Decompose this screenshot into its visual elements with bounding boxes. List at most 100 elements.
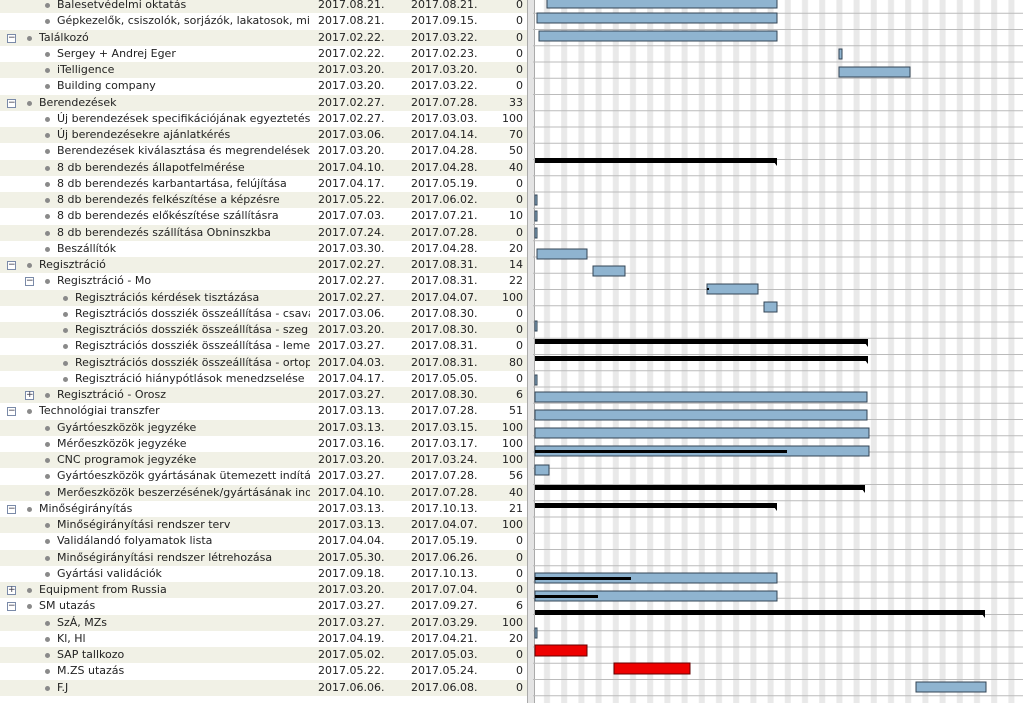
end-date: 2017.05.19. [411, 176, 478, 190]
percent-complete: 100 [502, 436, 523, 450]
task-row[interactable]: Regisztráció hiánypótlások menedzselése 2… [0, 371, 530, 387]
percent-complete: 0 [516, 339, 523, 353]
task-row[interactable]: 8 db berendezés előkészítése szállításra… [0, 208, 530, 224]
task-row[interactable]: Gyártóeszközök jegyzéke 2017.03.13. 2017.0… [0, 419, 530, 436]
task-row[interactable]: Gyártóeszközök gyártásának ütemezett ind… [0, 468, 530, 484]
task-row[interactable]: 8 db berendezés állapotfelmérése 2017.04.… [0, 159, 530, 176]
end-date: 2017.08.31. [411, 339, 478, 353]
tree-dot [27, 263, 32, 268]
task-row[interactable]: − Minőségirányítás 2017.03.13. 2017.10.13. 2… [0, 501, 530, 517]
task-row[interactable]: − Technológiai transzfer 2017.03.13. 2017.0… [0, 403, 530, 419]
expander[interactable]: − [7, 32, 16, 43]
task-row[interactable]: F.J 2017.06.06. 2017.06.08. 0 [0, 679, 530, 696]
start-date: 2017.08.21. [318, 14, 385, 28]
tree-dot [45, 458, 50, 463]
task-row[interactable]: Regisztrációs dossziék összeállítása - c… [0, 306, 530, 322]
task-row[interactable]: Új berendezésekre ajánlatkérés 2017.03.06… [0, 127, 530, 143]
task-name: Regisztrációs dossziék összeállítása - o… [75, 355, 310, 369]
percent-complete: 100 [502, 420, 523, 434]
task-name: 8 db berendezés szállítása Obninszkba [57, 225, 271, 239]
task-row[interactable]: SzÁ, MZs 2017.03.27. 2017.03.29. 100 [0, 614, 530, 631]
task-row[interactable]: Regisztrációs dossziék összeállítása - s… [0, 322, 530, 338]
expander[interactable]: − [7, 503, 16, 514]
expander[interactable]: − [25, 276, 34, 287]
percent-complete: 0 [516, 648, 523, 661]
task-row[interactable]: Gyártási validációk 2017.09.18. 2017.10.13… [0, 566, 530, 582]
percent-complete: 40 [509, 485, 523, 499]
task-row[interactable]: − Találkozó 2017.02.22. 2017.03.22. 0 [0, 29, 530, 46]
expander[interactable]: − [7, 406, 16, 417]
tree-dot [45, 425, 50, 431]
start-date: 2017.05.22. [318, 664, 385, 678]
task-row[interactable]: Merőeszközök beszerzésének/gyártásának i… [0, 484, 530, 501]
task-row[interactable]: − Regisztráció - Mo 2017.02.27. 2017.08.31.… [0, 273, 530, 289]
start-date: 2017.03.16. [318, 436, 385, 450]
end-date: 2017.07.28. [411, 225, 478, 239]
start-date: 2017.09.18. [318, 566, 385, 580]
tree-dot [45, 133, 50, 138]
task-row[interactable]: SAP tallkozo 2017.05.02. 2017.05.03. 0 [0, 647, 530, 663]
task-name: Regisztrációs kérdések tisztázása [75, 290, 260, 304]
task-row[interactable]: Regisztrációs dossziék összeállítása - o… [0, 354, 530, 371]
end-date: 2017.04.28. [411, 160, 478, 174]
task-row[interactable]: Minőségirányítási rendszer terv 2017.03.1… [0, 517, 530, 533]
task-name: Gyártóeszközök jegyzéke [57, 420, 197, 434]
task-row[interactable]: − SM utazás 2017.03.27. 2017.09.27. 6 [0, 598, 530, 614]
percent-complete: 40 [509, 160, 523, 174]
expander[interactable]: − [7, 97, 16, 108]
percent-complete: 0 [516, 306, 523, 320]
tree-dot [63, 360, 68, 366]
task-name: SAP tallkozo [57, 648, 125, 661]
task-row[interactable]: 8 db berendezés karbantartása, felújítás… [0, 176, 530, 192]
task-row[interactable]: Kl, Hl 2017.04.19. 2017.04.21. 20 [0, 631, 530, 647]
task-name: Sergey + Andrej Eger [57, 46, 176, 60]
tree-dot [45, 165, 50, 171]
task-name: Regisztráció hiánypótlások menedzselése [75, 371, 305, 385]
percent-complete: 100 [502, 453, 523, 466]
end-date: 2017.10.13. [411, 566, 478, 580]
task-row[interactable]: M.ZS utazás 2017.05.22. 2017.05.24. 0 [0, 663, 530, 679]
end-date: 2017.06.08. [411, 680, 478, 694]
task-row[interactable]: Mérőeszközök jegyzéke 2017.03.16. 2017.03.… [0, 436, 530, 452]
end-date: 2017.05.05. [411, 371, 478, 385]
task-row[interactable]: Balesetvédelmi oktatás 2017.08.21. 2017.08… [0, 0, 530, 13]
task-row[interactable]: Berendezések kiválasztása és megrendelés… [0, 143, 530, 159]
task-row[interactable]: Gépkezelők, csiszolók, sorjázók, lakatos… [0, 13, 530, 29]
task-row[interactable]: + Regisztráció - Orosz 2017.03.27. 2017.08.… [0, 387, 530, 403]
task-name: Kl, Hl [57, 631, 86, 645]
expander[interactable]: + [25, 390, 34, 400]
task-row[interactable]: Validálandó folyamatok lista 2017.04.04. 2… [0, 533, 530, 549]
task-row[interactable]: Regisztrációs kérdések tisztázása 2017.02… [0, 289, 530, 306]
task-row[interactable]: Sergey + Andrej Eger 2017.02.22. 2017.02.2… [0, 46, 530, 62]
start-date: 2017.04.10. [318, 485, 385, 499]
task-name: F.J [57, 680, 69, 694]
task-row[interactable]: − Regisztráció 2017.02.27. 2017.08.31. 14 [0, 257, 530, 273]
task-row[interactable]: Regisztrációs dossziék összeállítása - l… [0, 338, 530, 354]
tree-dot [27, 35, 32, 41]
percent-complete: 0 [516, 534, 523, 548]
start-date: 2017.03.13. [318, 420, 385, 434]
task-row[interactable]: Új berendezések specifikációjának egyezt… [0, 111, 530, 127]
task-row[interactable]: Minőségirányítási rendszer létrehozása 20… [0, 549, 530, 566]
start-date: 2017.03.20. [318, 63, 385, 76]
task-row[interactable]: CNC programok jegyzéke 2017.03.20. 2017.03… [0, 452, 530, 468]
start-date: 2017.03.13. [318, 404, 385, 418]
task-row[interactable]: 8 db berendezés szállítása Obninszkba 201… [0, 224, 530, 241]
expander[interactable]: + [7, 585, 16, 595]
task-row[interactable]: iTelligence 2017.03.20. 2017.03.20. 0 [0, 62, 530, 78]
end-date: 2017.04.28. [411, 144, 478, 158]
expander[interactable]: − [7, 260, 16, 270]
tree-dot [45, 230, 50, 236]
task-row[interactable]: + Equipment from Russia 2017.03.20. 2017.07… [0, 582, 530, 598]
tree-dot [27, 100, 32, 106]
percent-complete: 0 [516, 0, 523, 11]
start-date: 2017.03.27. [318, 339, 385, 353]
percent-complete: 0 [516, 371, 523, 385]
task-row[interactable]: Building company 2017.03.20. 2017.03.22. 0 [0, 78, 530, 94]
expander[interactable]: − [7, 601, 16, 612]
task-row[interactable]: Beszállítók 2017.03.30. 2017.04.28. 20 [0, 241, 530, 257]
tree-dot [45, 246, 50, 252]
task-name: Minőségirányítás [39, 501, 133, 515]
task-row[interactable]: 8 db berendezés felkészítése a képzésre 2… [0, 192, 530, 208]
task-row[interactable]: − Berendezések 2017.02.27. 2017.07.28. 33 [0, 94, 530, 111]
